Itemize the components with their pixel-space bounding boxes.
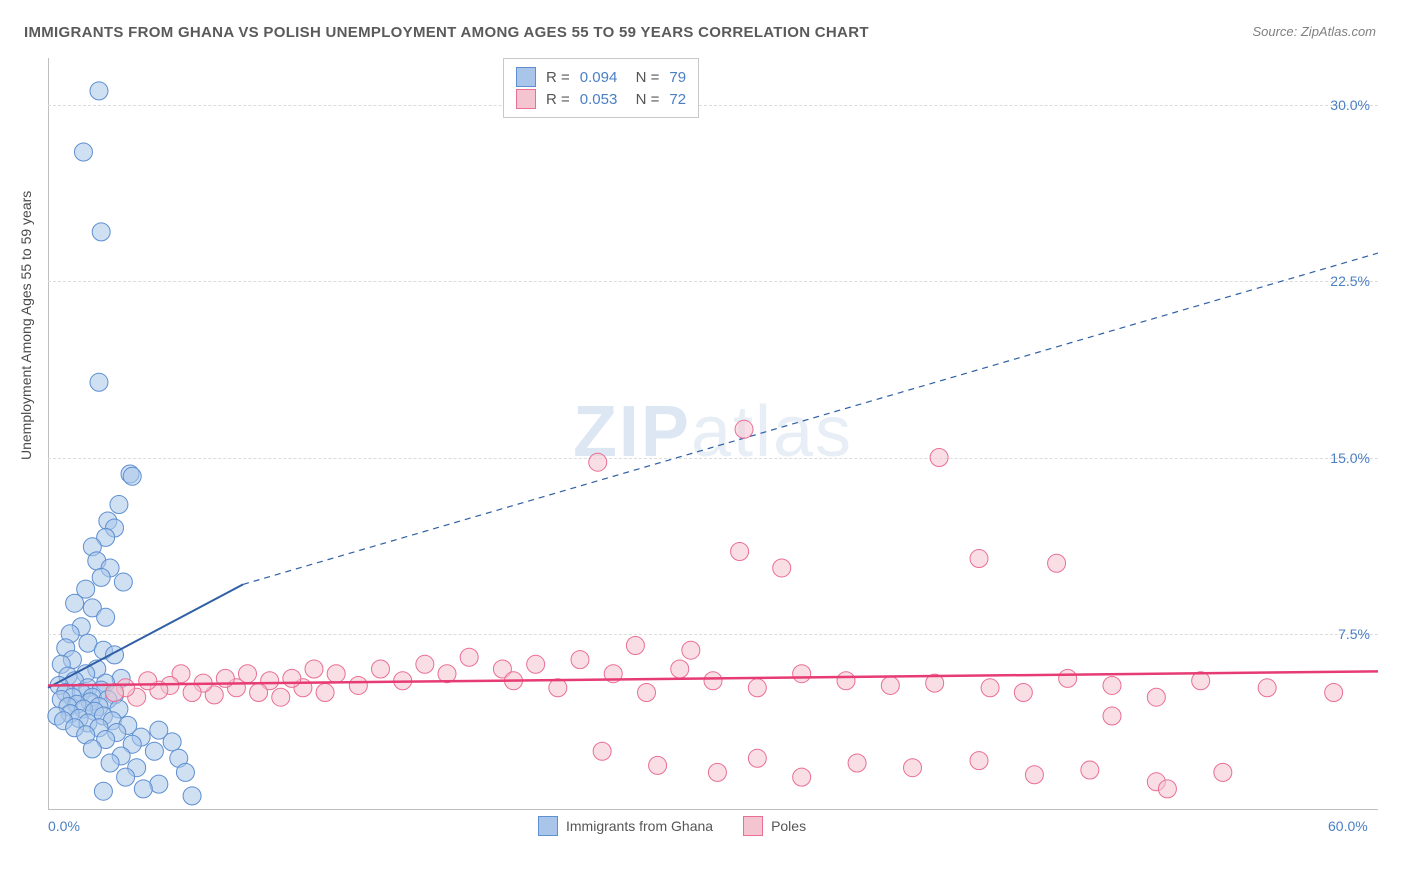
data-point — [90, 373, 108, 391]
data-point — [117, 768, 135, 786]
data-point — [748, 679, 766, 697]
data-point — [349, 676, 367, 694]
data-point — [1325, 684, 1343, 702]
data-point — [101, 754, 119, 772]
data-point — [527, 655, 545, 673]
data-point — [316, 684, 334, 702]
data-point — [272, 688, 290, 706]
data-point — [1059, 669, 1077, 687]
data-point — [145, 742, 163, 760]
data-point — [704, 672, 722, 690]
series-legend: Immigrants from Ghana Poles — [538, 816, 806, 836]
data-point — [134, 780, 152, 798]
data-point — [773, 559, 791, 577]
legend-swatch-poles — [516, 89, 536, 109]
plot-area: 7.5%15.0%22.5%30.0% 0.0%60.0% ZIPatlas R… — [48, 58, 1378, 838]
legend-item-poles: Poles — [743, 816, 806, 836]
data-point — [708, 763, 726, 781]
scatter-svg — [48, 58, 1378, 838]
data-point — [183, 684, 201, 702]
data-point — [970, 550, 988, 568]
data-point — [589, 453, 607, 471]
data-point — [881, 676, 899, 694]
data-point — [305, 660, 323, 678]
data-point — [250, 684, 268, 702]
data-point — [106, 684, 124, 702]
data-point — [1158, 780, 1176, 798]
y-axis-label: Unemployment Among Ages 55 to 59 years — [18, 191, 34, 460]
data-point — [793, 768, 811, 786]
data-point — [626, 637, 644, 655]
data-point — [904, 759, 922, 777]
data-point — [66, 594, 84, 612]
data-point — [283, 669, 301, 687]
data-point — [735, 420, 753, 438]
data-point — [92, 223, 110, 241]
data-point — [1103, 676, 1121, 694]
data-point — [183, 787, 201, 805]
correlation-legend: R = 0.094 N = 79 R = 0.053 N = 72 — [503, 58, 699, 118]
data-point — [94, 782, 112, 800]
data-point — [1014, 684, 1032, 702]
legend-row-ghana: R = 0.094 N = 79 — [516, 67, 686, 87]
data-point — [1048, 554, 1066, 572]
data-point — [571, 651, 589, 669]
data-point — [649, 756, 667, 774]
data-point — [848, 754, 866, 772]
data-point — [1103, 707, 1121, 725]
data-point — [671, 660, 689, 678]
data-point — [460, 648, 478, 666]
data-point — [970, 752, 988, 770]
data-point — [1081, 761, 1099, 779]
data-point — [837, 672, 855, 690]
data-point — [114, 573, 132, 591]
trend-line-dashed — [243, 253, 1378, 584]
data-point — [123, 467, 141, 485]
data-point — [1025, 766, 1043, 784]
data-point — [748, 749, 766, 767]
legend-swatch-ghana-bottom — [538, 816, 558, 836]
data-point — [372, 660, 390, 678]
legend-row-poles: R = 0.053 N = 72 — [516, 89, 686, 109]
data-point — [327, 665, 345, 683]
data-point — [731, 543, 749, 561]
data-point — [416, 655, 434, 673]
data-point — [682, 641, 700, 659]
legend-item-ghana: Immigrants from Ghana — [538, 816, 713, 836]
data-point — [1147, 688, 1165, 706]
chart-title: IMMIGRANTS FROM GHANA VS POLISH UNEMPLOY… — [24, 24, 869, 41]
data-point — [92, 568, 110, 586]
data-point — [97, 608, 115, 626]
data-point — [793, 665, 811, 683]
data-point — [90, 82, 108, 100]
data-point — [83, 740, 101, 758]
data-point — [176, 763, 194, 781]
legend-swatch-ghana — [516, 67, 536, 87]
data-point — [981, 679, 999, 697]
data-point — [74, 143, 92, 161]
data-point — [549, 679, 567, 697]
data-point — [139, 672, 157, 690]
data-point — [593, 742, 611, 760]
data-point — [110, 496, 128, 514]
data-point — [1214, 763, 1232, 781]
legend-swatch-poles-bottom — [743, 816, 763, 836]
data-point — [930, 449, 948, 467]
data-point — [638, 684, 656, 702]
data-point — [163, 733, 181, 751]
data-point — [1258, 679, 1276, 697]
source-label: Source: ZipAtlas.com — [1252, 24, 1376, 39]
